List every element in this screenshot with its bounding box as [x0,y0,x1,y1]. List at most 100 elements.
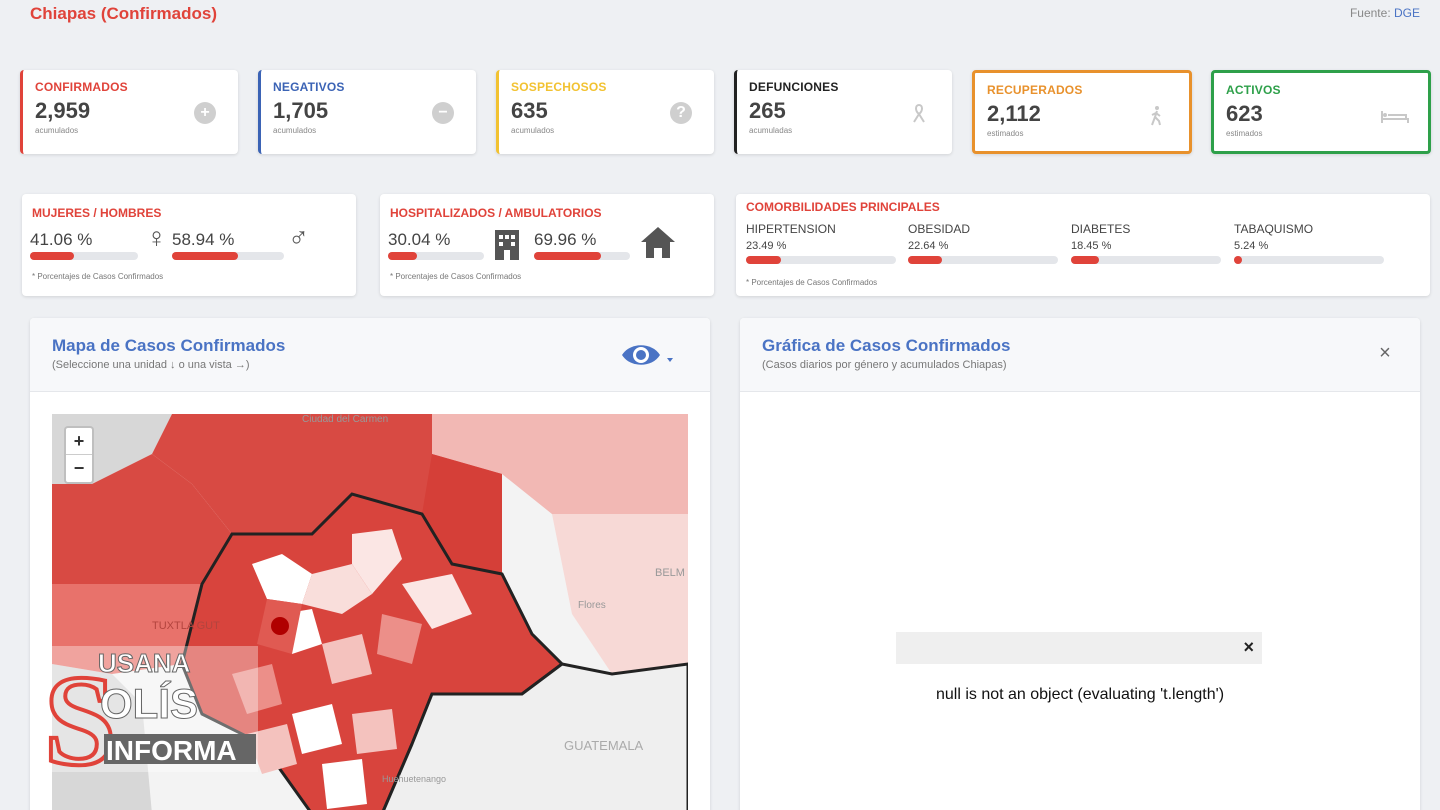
source-prefix: Fuente: [1349,6,1394,20]
minus-circle-icon: − [432,102,454,124]
male-symbol-icon: ♂ [288,222,309,253]
svg-text:OLÍS: OLÍS [100,680,198,727]
page-title: Chiapas (Confirmados) [30,4,218,23]
comorbidity-diabetes: DIABETES 18.45 % [1071,222,1221,264]
comorbidities-note: * Porcentajes de Casos Confirmados [746,278,878,287]
comorbidity-pct: 18.45 % [1071,240,1112,252]
kpi-label: CONFIRMADOS [35,80,128,94]
place-label-belmopan: BELM [655,567,685,579]
comorbidity-tabaquismo: TABAQUISMO 5.24 % [1234,222,1384,264]
comorbidities-card: COMORBILIDADES PRINCIPALES HIPERTENSION … [736,194,1430,296]
men-bar [172,252,284,260]
ambulatory-bar-fill [534,252,602,260]
comorbidity-pct: 5.24 % [1234,240,1269,252]
svg-text:INFORMA: INFORMA [106,735,237,766]
comorbidity-hipertension: HIPERTENSION 23.49 % [746,222,896,264]
comorbidity-name: TABAQUISMO [1234,222,1314,236]
kpi-sub: acumulados [511,126,555,135]
map-panel: Mapa de Casos Confirmados (Seleccione un… [30,318,710,810]
place-label-huehuetenango: Huehuetenango [382,774,446,784]
kpi-sub: acumuladas [749,126,793,135]
men-bar-fill [172,252,238,260]
source-label: Fuente: DGE [1350,6,1420,20]
comorbidity-pct: 23.49 % [746,240,787,252]
map-panel-header: Mapa de Casos Confirmados (Seleccione un… [30,318,710,392]
women-bar [30,252,138,260]
kpi-value: 623 [1226,101,1263,126]
hospital-note: * Porcentajes de Casos Confirmados [390,272,522,281]
svg-text:S: S [44,649,116,772]
chart-panel-subtitle: (Casos diarios por género y acumulados C… [762,359,1007,371]
comorbidity-bar-fill [746,256,782,264]
choropleth-map[interactable]: Ciudad del Carmen BELM Flores TUXTLA GUT… [52,414,688,810]
chart-panel-header: Gráfica de Casos Confirmados (Casos diar… [740,318,1420,392]
zoom-out-button[interactable]: − [73,458,85,478]
comorbidity-name: OBESIDAD [908,222,971,236]
hospital-building-icon [492,226,522,265]
kpi-value: 2,112 [987,101,1041,126]
comorbidity-obesidad: OBESIDAD 22.64 % [908,222,1058,264]
source-link[interactable]: DGE [1393,6,1420,20]
kpi-label: SOSPECHOSOS [511,80,607,94]
eye-icon [622,345,673,365]
place-label-flores: Flores [578,600,606,611]
place-label-carmen: Ciudad del Carmen [302,414,388,425]
kpi-value: 1,705 [273,98,329,123]
kpi-sub: acumulados [273,126,317,135]
female-symbol-icon: ♀ [146,222,167,253]
hospitalized-bar-fill [388,252,417,260]
ambulatory-percentage: 69.96 % [534,230,597,249]
house-icon [638,224,678,265]
kpi-sub: estimados [987,129,1024,138]
comorbidity-bar [1071,256,1221,264]
women-percentage: 41.06 % [30,230,93,249]
hospitalized-percentage: 30.04 % [388,230,451,249]
view-selector-button[interactable] [620,340,678,370]
error-banner: × [896,632,1262,664]
place-label-guatemala: GUATEMALA [564,738,644,753]
close-icon[interactable]: × [1379,342,1391,364]
kpi-card-defunciones[interactable]: DEFUNCIONES 265 acumuladas [734,70,952,154]
kpi-sub: acumulados [35,126,79,135]
place-label-tuxtla: TUXTLA GUT [152,620,220,632]
kpi-value: 265 [749,98,786,123]
zoom-in-button[interactable]: + [66,428,92,455]
svg-text:USANA: USANA [98,648,191,678]
map-canvas: Ciudad del Carmen BELM Flores TUXTLA GUT… [52,414,688,810]
ambulatory-bar [534,252,630,260]
kpi-value: 635 [511,98,548,123]
comorbidity-bar-fill [1234,256,1242,264]
kpi-card-sospechosos[interactable]: SOSPECHOSOS 635 acumulados ? [496,70,714,154]
ribbon-icon [908,102,930,124]
gender-card: MUJERES / HOMBRES 41.06 % ♀ 58.94 % ♂ * … [22,194,356,296]
error-close-icon[interactable]: × [1243,637,1254,657]
men-percentage: 58.94 % [172,230,235,249]
kpi-card-activos[interactable]: ACTIVOS 623 estimados [1211,70,1431,154]
hospitalized-bar [388,252,484,260]
comorbidity-bar [908,256,1058,264]
kpi-value: 2,959 [35,98,91,123]
comorbidity-bar-fill [1071,256,1099,264]
kpi-label: RECUPERADOS [987,83,1083,97]
chart-panel: Gráfica de Casos Confirmados (Casos diar… [740,318,1420,810]
kpi-card-recuperados[interactable]: RECUPERADOS 2,112 estimados [972,70,1192,154]
question-circle-icon: ? [670,102,692,124]
top-bar: Chiapas (Confirmados) Fuente: DGE [0,0,1440,40]
error-message: null is not an object (evaluating 't.len… [935,686,1225,703]
kpi-card-negativos[interactable]: NEGATIVOS 1,705 acumulados − [258,70,476,154]
walking-person-icon [1145,105,1167,127]
zoom-control: + − [64,426,94,484]
map-panel-title: Mapa de Casos Confirmados [52,336,286,355]
comorbidity-name: HIPERTENSION [746,222,836,236]
kpi-label: NEGATIVOS [273,80,345,94]
comorbidity-bar [1234,256,1384,264]
kpi-label: ACTIVOS [1226,83,1281,97]
kpi-card-confirmados[interactable]: CONFIRMADOS 2,959 acumulados + [20,70,238,154]
chart-panel-title: Gráfica de Casos Confirmados [762,336,1011,355]
comorbidity-bar [746,256,896,264]
hospital-title: HOSPITALIZADOS / AMBULATORIOS [390,206,602,220]
gender-title: MUJERES / HOMBRES [32,206,162,220]
women-bar-fill [30,252,75,260]
hospital-card: HOSPITALIZADOS / AMBULATORIOS 30.04 % 69… [380,194,714,296]
comorbidity-pct: 22.64 % [908,240,949,252]
